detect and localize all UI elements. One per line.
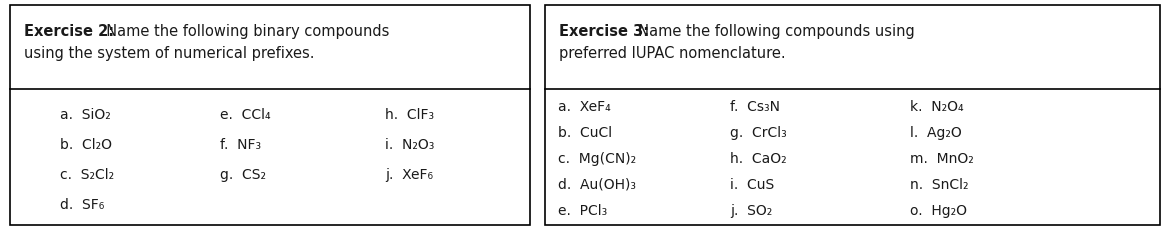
Text: k.  N₂O₄: k. N₂O₄ bbox=[910, 100, 964, 113]
Text: c.  Mg(CN)₂: c. Mg(CN)₂ bbox=[558, 151, 636, 165]
Text: j.  XeF₆: j. XeF₆ bbox=[385, 167, 433, 181]
Text: d.  Au(OH)₃: d. Au(OH)₃ bbox=[558, 177, 636, 191]
Text: e.  CCl₄: e. CCl₄ bbox=[220, 108, 270, 122]
Text: a.  SiO₂: a. SiO₂ bbox=[60, 108, 111, 122]
Bar bbox=[545, 6, 1159, 225]
Text: Name the following compounds using: Name the following compounds using bbox=[629, 24, 915, 39]
Text: j.  SO₂: j. SO₂ bbox=[730, 203, 772, 217]
Text: using the system of numerical prefixes.: using the system of numerical prefixes. bbox=[25, 46, 315, 61]
Text: n.  SnCl₂: n. SnCl₂ bbox=[910, 177, 969, 191]
Text: d.  SF₆: d. SF₆ bbox=[60, 197, 104, 211]
Text: preferred IUPAC nomenclature.: preferred IUPAC nomenclature. bbox=[559, 46, 785, 61]
Text: i.  N₂O₃: i. N₂O₃ bbox=[385, 137, 434, 151]
Bar bbox=[11, 6, 530, 225]
Text: Exercise 3:: Exercise 3: bbox=[559, 24, 649, 39]
Text: g.  CrCl₃: g. CrCl₃ bbox=[730, 125, 786, 139]
Text: a.  XeF₄: a. XeF₄ bbox=[558, 100, 611, 113]
Text: f.  NF₃: f. NF₃ bbox=[220, 137, 261, 151]
Text: i.  CuS: i. CuS bbox=[730, 177, 775, 191]
Text: o.  Hg₂O: o. Hg₂O bbox=[910, 203, 966, 217]
Text: e.  PCl₃: e. PCl₃ bbox=[558, 203, 607, 217]
Text: Exercise 2:: Exercise 2: bbox=[25, 24, 115, 39]
Text: b.  CuCl: b. CuCl bbox=[558, 125, 612, 139]
Text: m.  MnO₂: m. MnO₂ bbox=[910, 151, 973, 165]
Text: h.  ClF₃: h. ClF₃ bbox=[385, 108, 434, 122]
Text: l.  Ag₂O: l. Ag₂O bbox=[910, 125, 962, 139]
Text: g.  CS₂: g. CS₂ bbox=[220, 167, 266, 181]
Text: b.  Cl₂O: b. Cl₂O bbox=[60, 137, 112, 151]
Text: h.  CaO₂: h. CaO₂ bbox=[730, 151, 786, 165]
Text: Name the following binary compounds: Name the following binary compounds bbox=[97, 24, 390, 39]
Text: f.  Cs₃N: f. Cs₃N bbox=[730, 100, 780, 113]
Text: c.  S₂Cl₂: c. S₂Cl₂ bbox=[60, 167, 115, 181]
